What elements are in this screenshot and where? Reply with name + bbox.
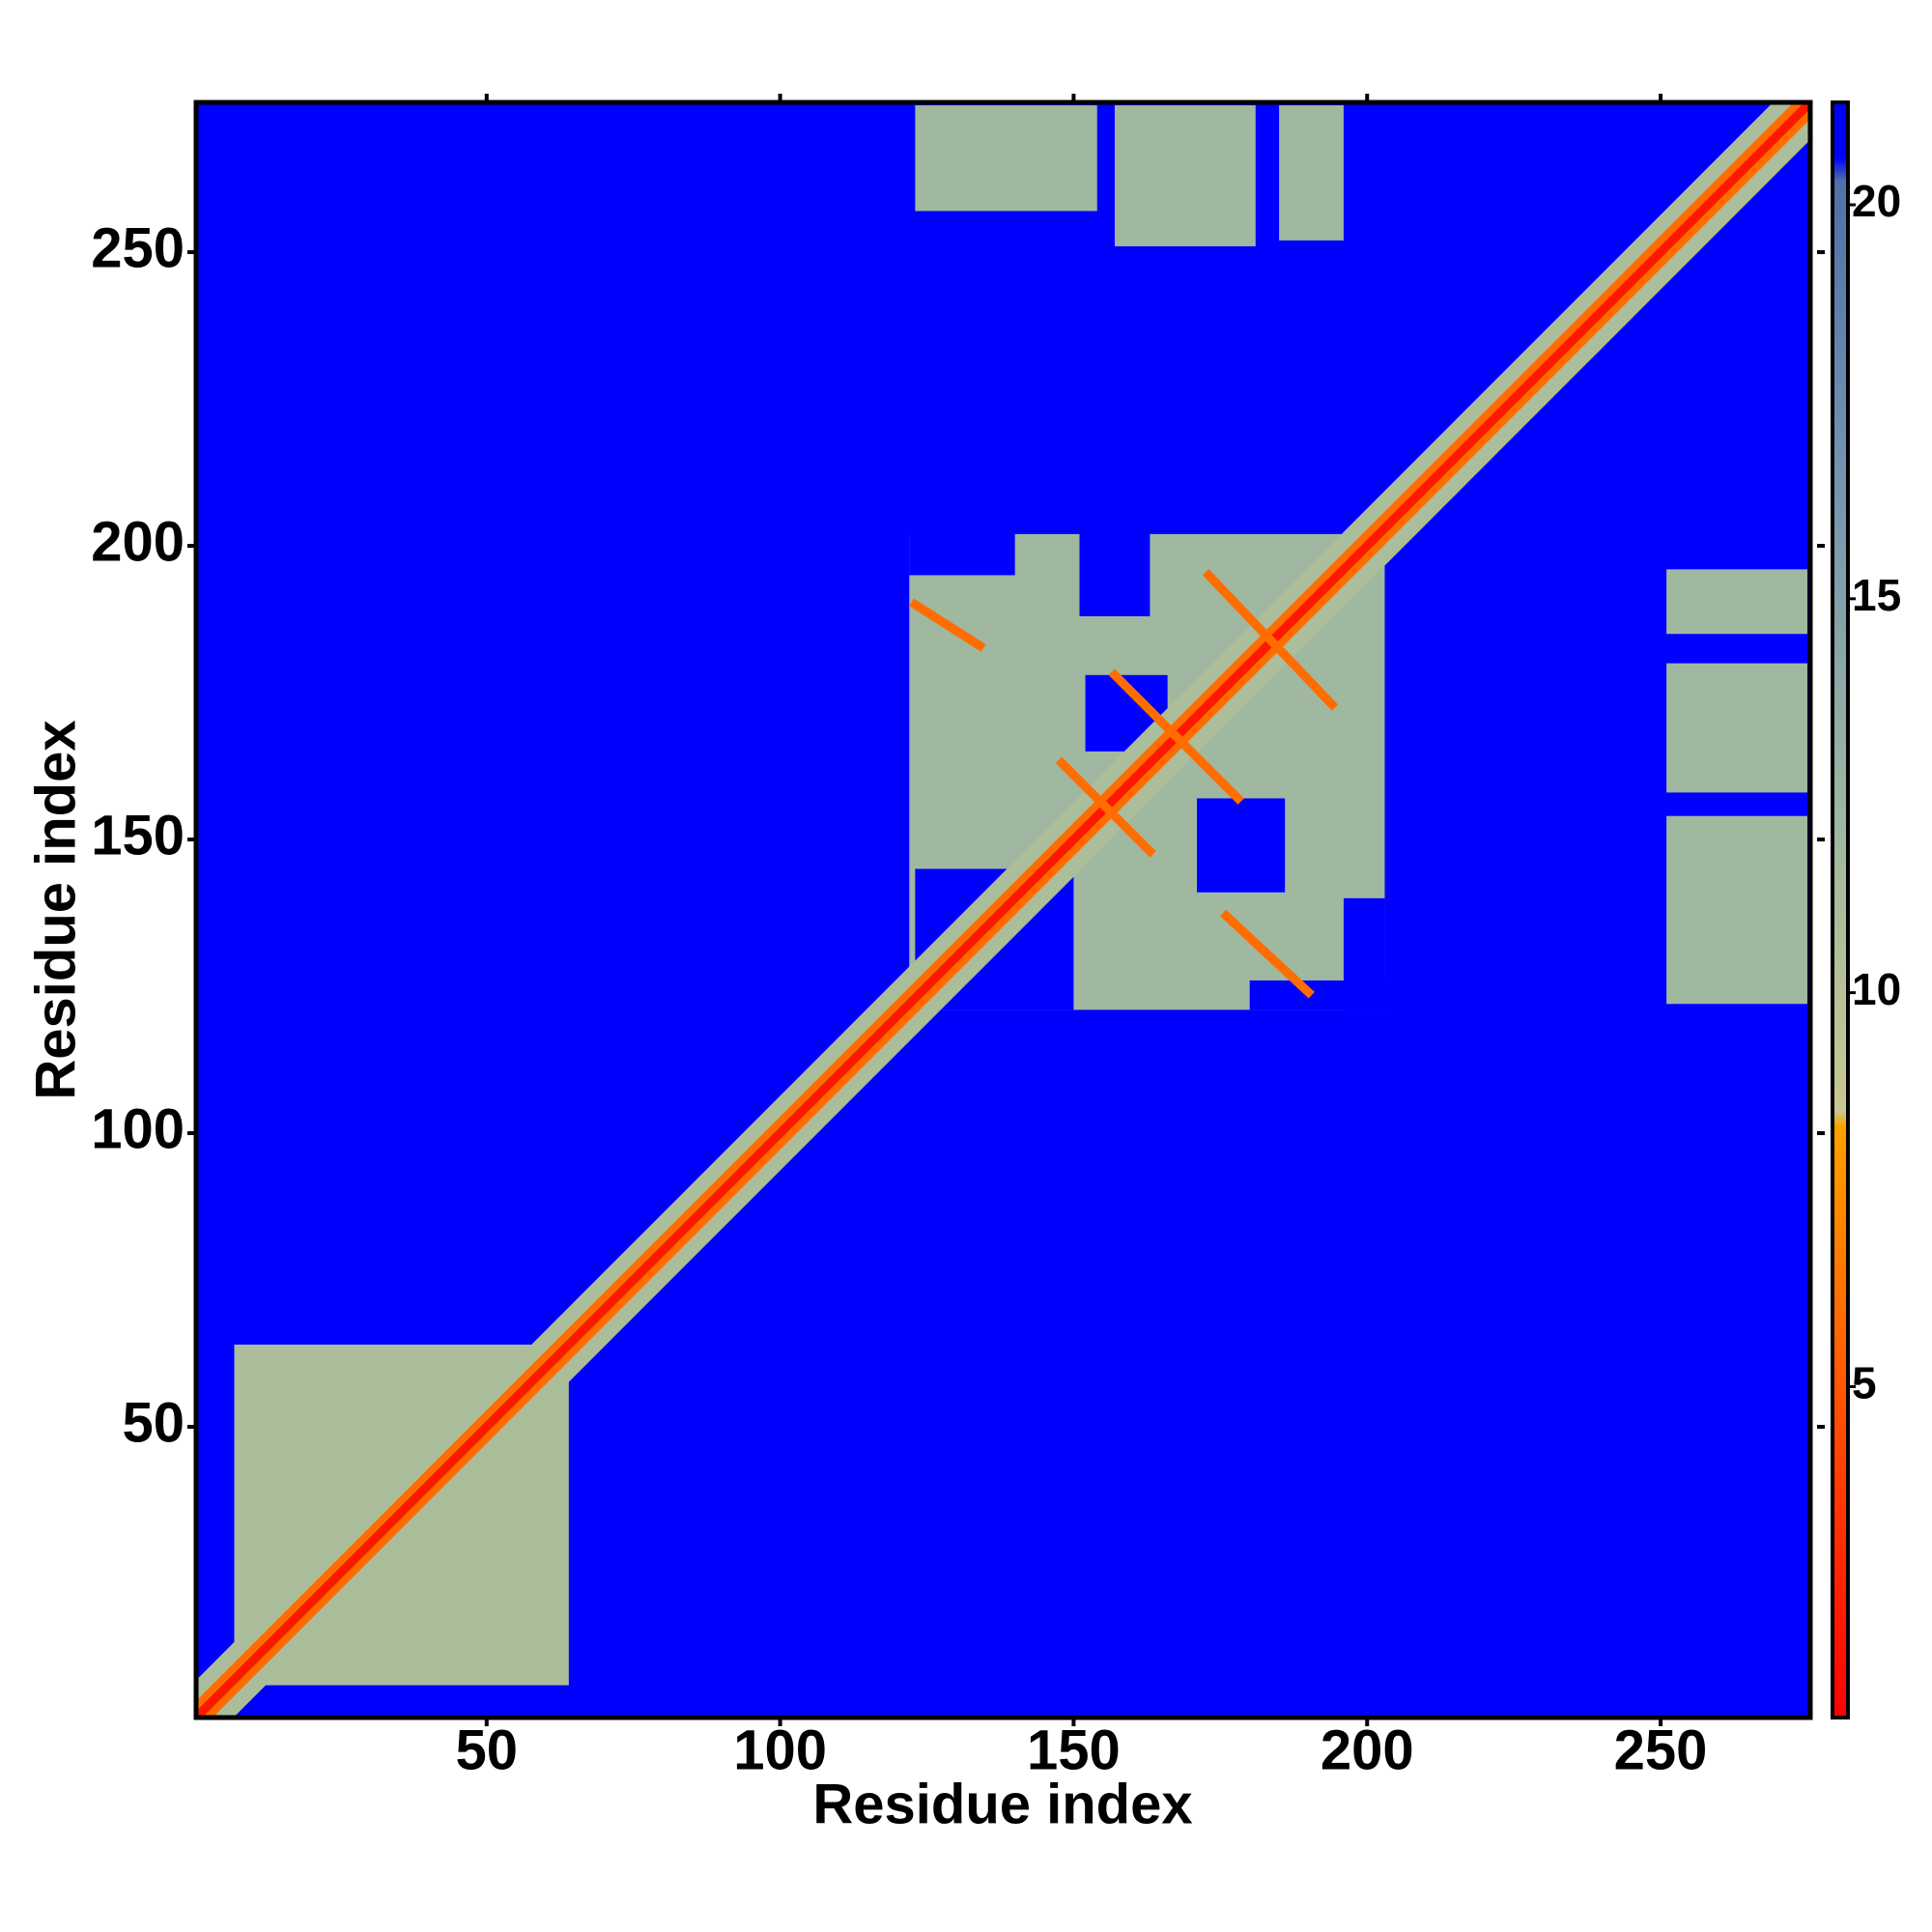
colorbar xyxy=(1831,100,1850,1719)
colorbar-tick-label: 5 xyxy=(1852,1358,1877,1408)
cell-patch xyxy=(1079,527,1151,616)
y-axis-label: Residue index xyxy=(24,720,87,1099)
cell-patch xyxy=(1197,798,1286,893)
plot-frame xyxy=(193,99,1813,1720)
cell-patch xyxy=(1279,105,1344,241)
y-tick-label: 150 xyxy=(91,804,185,867)
cell-patch xyxy=(1666,569,1807,635)
contact-strand xyxy=(909,598,986,652)
x-tick-label: 200 xyxy=(1321,1719,1414,1781)
cell-patch xyxy=(1249,980,1385,1010)
cell-patch xyxy=(1114,105,1256,246)
contact-strand xyxy=(196,102,1810,1718)
cell-patch xyxy=(915,105,1097,212)
colorbar-tick-label: 15 xyxy=(1852,570,1901,620)
y-tick-label: 50 xyxy=(122,1391,185,1454)
colorbar-tick-label: 20 xyxy=(1852,176,1901,226)
x-tick-label: 250 xyxy=(1614,1719,1708,1781)
y-tick-label: 250 xyxy=(91,216,185,279)
contact-strand xyxy=(1108,668,1244,805)
x-axis-label: Residue index xyxy=(812,1773,1192,1835)
y-tick-label: 200 xyxy=(91,510,185,573)
colorbar-tick-label: 10 xyxy=(1852,964,1901,1014)
axes: 50 100 150 200 250 50 100 150 200 250 5 10 15 20 xyxy=(91,94,1901,1781)
cell-patch xyxy=(1666,663,1807,793)
x-tick-label: 50 xyxy=(456,1719,519,1781)
x-tick-label: 150 xyxy=(1027,1719,1121,1781)
cell-patch xyxy=(909,527,1015,576)
y-tick-label: 100 xyxy=(91,1097,185,1160)
heatmap xyxy=(196,102,1810,1718)
contact-strand xyxy=(1219,909,1315,999)
cell-patch xyxy=(1666,815,1807,1005)
contact-strand xyxy=(1055,756,1156,858)
x-tick-label: 100 xyxy=(733,1719,827,1781)
contact-strand xyxy=(1202,568,1339,711)
